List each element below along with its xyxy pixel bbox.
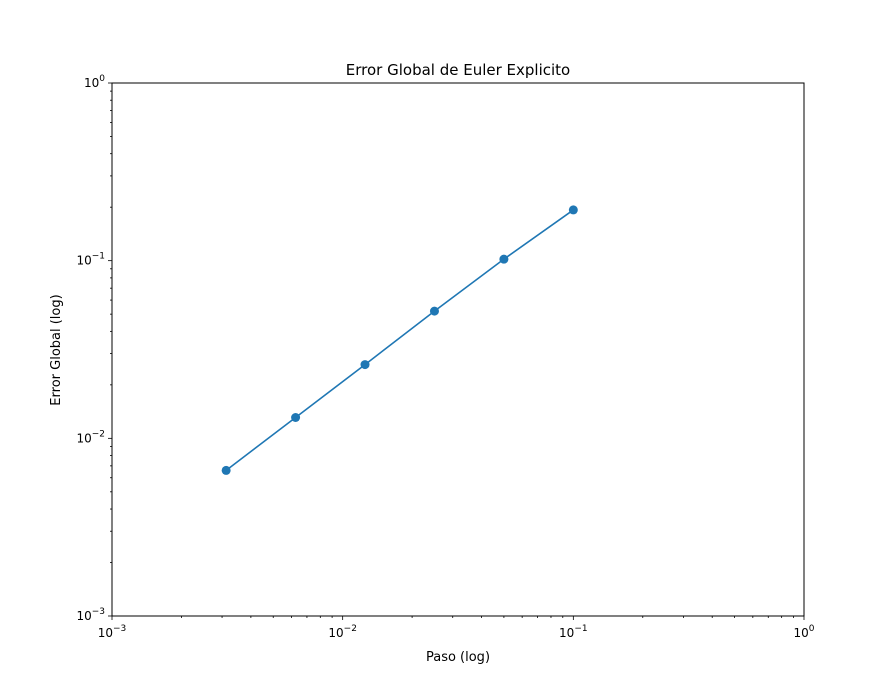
data-point	[568, 205, 578, 215]
data-point	[221, 465, 231, 475]
chart-title: Error Global de Euler Explicito	[346, 61, 570, 79]
data-point	[499, 254, 509, 264]
y-tick-label: 10−2	[76, 429, 105, 445]
x-tick-label: 100	[793, 624, 814, 640]
y-tick-label: 10−3	[76, 607, 105, 623]
y-axis-label: Error Global (log)	[49, 294, 64, 405]
x-tick-label: 10−3	[98, 624, 127, 640]
y-tick-label: 100	[84, 74, 105, 90]
series-line	[225, 209, 574, 472]
x-tick-label: 10−2	[328, 624, 357, 640]
y-tick-label: 10−1	[76, 252, 105, 268]
data-point	[291, 412, 301, 422]
x-tick-label: 10−1	[559, 624, 588, 640]
plot-frame	[111, 82, 805, 617]
data-point	[360, 360, 370, 370]
plot-area-background	[112, 83, 804, 616]
data-point	[429, 306, 439, 316]
y-axis-ticks: 10−3 10−2 10−1 100	[76, 74, 112, 623]
x-axis-ticks: 10−3 10−2 10−1 100	[98, 616, 815, 640]
x-axis-label: Paso (log)	[426, 650, 490, 665]
series-layer	[221, 205, 578, 475]
